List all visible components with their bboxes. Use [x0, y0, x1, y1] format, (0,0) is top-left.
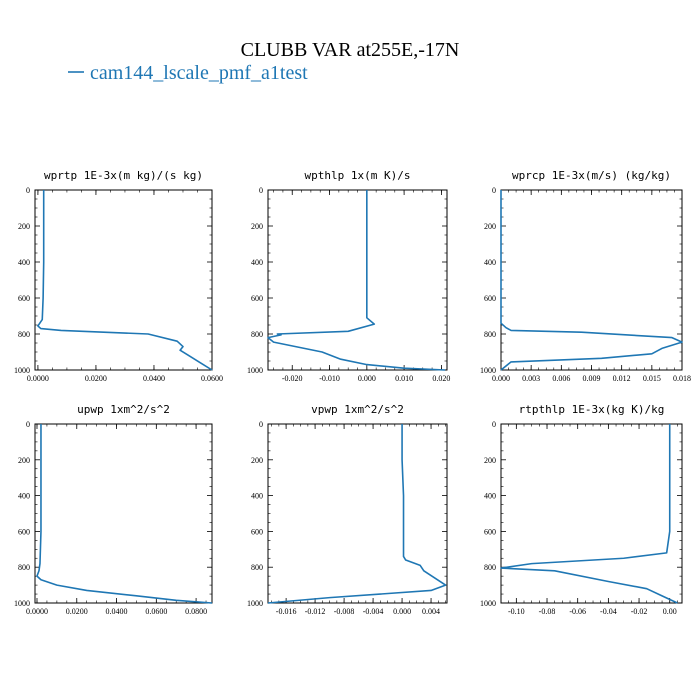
x-tick-label: 0.000 [358, 374, 376, 383]
y-tick-label: 200 [484, 222, 496, 231]
y-tick-label: 1000 [247, 366, 263, 375]
y-tick-label: 0 [492, 186, 496, 195]
y-tick-label: 1000 [247, 599, 263, 608]
x-tick-label: 0.009 [583, 374, 601, 383]
x-tick-label: 0.018 [673, 374, 691, 383]
plot-frame [500, 423, 683, 604]
x-tick-label: 0.0200 [85, 374, 107, 383]
x-tick-label: -0.016 [276, 607, 297, 616]
y-tick-label: 600 [484, 527, 496, 536]
panel-3: wprcp 1E-3x(m/s) (kg/kg) 0.000 0.003 0.006 0… [480, 169, 691, 383]
y-tick-label: 0 [259, 186, 263, 195]
x-tick-label: -0.012 [305, 607, 326, 616]
x-tick-label: -0.02 [631, 607, 648, 616]
y-tick-label: 1000 [14, 366, 30, 375]
plot-frame [267, 189, 448, 371]
panels: wprtp 1E-3x(m kg)/(s kg)0.0000 0.0200 0.04… [14, 169, 691, 616]
y-tick-label: 800 [18, 563, 30, 572]
x-tick-label: 0.0400 [143, 374, 165, 383]
x-tick-label: 0.004 [422, 607, 440, 616]
figure-legend: cam144_lscale_pmf_a1test [68, 62, 308, 84]
y-tick-label: 1000 [480, 599, 496, 608]
y-tick-label: 0 [259, 420, 263, 429]
y-tick-label: 800 [18, 330, 30, 339]
y-tick-label: 200 [251, 456, 263, 465]
x-tick-label: -0.010 [319, 374, 340, 383]
y-tick-label: 400 [251, 258, 263, 267]
series-line [37, 190, 213, 371]
panel-title: wpthlp 1x(m K)/s [305, 169, 411, 182]
x-tick-label: 0.0400 [106, 607, 128, 616]
y-tick-label: 400 [251, 492, 263, 501]
x-tick-label: -0.008 [334, 607, 355, 616]
y-tick-label: 600 [251, 527, 263, 536]
series-line [500, 424, 678, 604]
y-tick-label: 0 [492, 420, 496, 429]
y-tick-label: 800 [484, 563, 496, 572]
y-tick-label: 600 [18, 527, 30, 536]
x-tick-label: -0.04 [600, 607, 617, 616]
series-line [36, 424, 213, 604]
series-line [267, 190, 446, 371]
x-tick-label: 0.0000 [27, 374, 49, 383]
panel-title: upwp 1xm^2/s^2 [77, 403, 170, 416]
y-tick-label: 200 [18, 222, 30, 231]
x-tick-label: 0.006 [552, 374, 570, 383]
x-tick-label: 0.000 [492, 374, 510, 383]
panel-2: wpthlp 1x(m K)/s -0.020 -0.010 0.000 0.010 0.… [247, 169, 450, 383]
y-tick-label: 800 [251, 330, 263, 339]
y-tick-label: 600 [18, 294, 30, 303]
x-tick-label: -0.004 [363, 607, 384, 616]
plot-frame [34, 189, 213, 371]
x-tick-label: 0.0200 [66, 607, 88, 616]
y-tick-label: 1000 [480, 366, 496, 375]
x-tick-label: 0.0600 [201, 374, 223, 383]
panel-6: rtpthlp 1E-3x(kg K)/kg -0.10 -0.08 -0.06 -0.… [480, 403, 683, 616]
series-line [500, 190, 683, 371]
y-tick-label: 600 [484, 294, 496, 303]
panel-title: wprtp 1E-3x(m kg)/(s kg) [44, 169, 203, 182]
panel-title: wprcp 1E-3x(m/s) (kg/kg) [512, 169, 671, 182]
figure-title: CLUBB VAR at255E,-17N [241, 39, 460, 61]
y-tick-label: 1000 [14, 599, 30, 608]
x-tick-label: 0.020 [432, 374, 450, 383]
y-tick-label: 0 [26, 420, 30, 429]
plot-frame [267, 423, 448, 604]
x-tick-label: 0.010 [395, 374, 413, 383]
x-tick-label: -0.10 [508, 607, 525, 616]
x-tick-label: 0.0600 [145, 607, 167, 616]
y-tick-label: 400 [18, 492, 30, 501]
panel-title: vpwp 1xm^2/s^2 [311, 403, 404, 416]
x-tick-label: -0.06 [569, 607, 586, 616]
x-tick-label: 0.012 [613, 374, 631, 383]
y-tick-label: 200 [251, 222, 263, 231]
y-tick-label: 600 [251, 294, 263, 303]
panel-title: rtpthlp 1E-3x(kg K)/kg [519, 403, 665, 416]
y-tick-label: 400 [484, 258, 496, 267]
panel-1: wprtp 1E-3x(m kg)/(s kg) 0.0000 0.0200 0.04… [14, 169, 223, 383]
legend-label: cam144_lscale_pmf_a1test [90, 62, 308, 84]
y-tick-label: 800 [484, 330, 496, 339]
x-tick-label: 0.003 [522, 374, 540, 383]
x-tick-label: 0.000 [393, 607, 411, 616]
plot-frame [34, 423, 213, 604]
series-line [267, 424, 447, 604]
y-tick-label: 200 [484, 456, 496, 465]
y-tick-label: 200 [18, 456, 30, 465]
y-tick-label: 800 [251, 563, 263, 572]
plot-frame [500, 189, 683, 371]
x-tick-label: 0.015 [643, 374, 661, 383]
x-tick-label: 0.0800 [185, 607, 207, 616]
x-tick-label: -0.08 [539, 607, 556, 616]
y-tick-label: 400 [484, 492, 496, 501]
x-tick-label: -0.020 [282, 374, 303, 383]
panel-4: upwp 1xm^2/s^2 0.0000 0.0200 0.0400 0.0600 0.… [14, 403, 213, 616]
panel-5: vpwp 1xm^2/s^2 -0.016 -0.012 -0.008 -0.004 0.… [247, 403, 448, 616]
y-tick-label: 0 [26, 186, 30, 195]
x-tick-label: 0.0000 [26, 607, 48, 616]
x-tick-label: 0.00 [663, 607, 677, 616]
y-tick-label: 400 [18, 258, 30, 267]
